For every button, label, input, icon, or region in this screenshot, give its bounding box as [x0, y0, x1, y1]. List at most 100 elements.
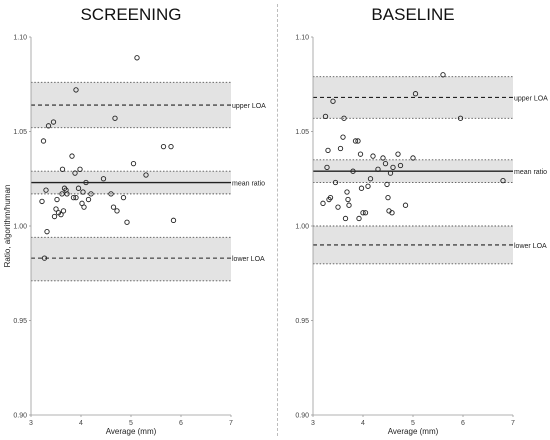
data-point: [108, 191, 114, 197]
data-point: [362, 210, 369, 216]
y-tick-label: 1.10: [295, 35, 309, 42]
data-point: [342, 215, 349, 222]
data-point: [382, 160, 389, 167]
x-tick-label: 3: [29, 420, 33, 427]
data-point: [327, 194, 334, 201]
panel-screening: SCREENING upper LOA mean ratio lower LOA 0.9…: [3, 5, 266, 436]
data-point: [134, 55, 140, 61]
data-point: [395, 151, 401, 157]
data-point: [40, 138, 47, 144]
data-point: [337, 145, 344, 152]
y-tick-label: 1.00: [13, 224, 27, 231]
data-point: [59, 191, 65, 197]
data-point: [332, 179, 339, 186]
x-tick-label: 3: [311, 420, 315, 427]
reference-line-label: mean ratio: [232, 181, 265, 188]
data-point: [340, 134, 346, 140]
data-point: [69, 153, 75, 159]
x-axis-label: Average (mm): [106, 427, 157, 436]
data-point: [124, 219, 130, 225]
data-point: [500, 177, 506, 184]
data-point: [335, 204, 341, 210]
data-point: [59, 166, 66, 172]
data-point: [325, 147, 331, 154]
y-tick-label: 1.10: [13, 35, 27, 42]
x-tick-label: 7: [229, 420, 233, 427]
data-point: [112, 115, 118, 121]
data-point: [60, 208, 67, 214]
data-point: [110, 204, 117, 210]
data-point: [397, 162, 404, 169]
x-tick-label: 6: [179, 420, 183, 427]
data-point: [387, 170, 394, 176]
y-tick-label: 0.90: [13, 413, 27, 420]
y-tick-label: 1.05: [13, 129, 27, 136]
data-point: [390, 164, 396, 171]
data-point: [88, 191, 94, 197]
data-point: [402, 202, 409, 208]
chart-title: SCREENING: [80, 5, 181, 24]
data-point: [357, 151, 364, 157]
data-point: [73, 194, 79, 201]
y-tick-label: 1.05: [295, 129, 309, 136]
data-point: [75, 185, 82, 191]
data-point: [410, 155, 416, 161]
data-point: [365, 183, 371, 189]
panel-baseline: BASELINE upper LOA mean ratio lower LOA 0.90…: [295, 5, 548, 436]
data-point: [41, 255, 48, 261]
data-point: [58, 212, 64, 218]
data-point: [389, 210, 395, 216]
x-tick-label: 5: [411, 420, 415, 427]
panel-divider: [277, 4, 278, 436]
data-point: [345, 196, 351, 203]
data-point: [360, 210, 366, 216]
data-point: [64, 191, 70, 197]
data-point: [375, 166, 381, 172]
data-point: [380, 155, 386, 161]
reference-line-label: lower LOA: [514, 243, 547, 250]
data-point: [100, 176, 107, 182]
data-point: [120, 194, 127, 201]
data-point: [358, 185, 365, 191]
reference-line-label: upper LOA: [514, 95, 548, 102]
data-point: [350, 168, 356, 174]
chart-title: BASELINE: [371, 5, 454, 24]
data-point: [384, 181, 390, 188]
data-point: [143, 172, 149, 178]
data-point: [320, 200, 326, 206]
data-point: [385, 194, 391, 201]
data-point: [114, 208, 120, 214]
data-point: [356, 215, 362, 222]
data-point: [72, 170, 78, 176]
data-point: [39, 198, 45, 205]
y-tick-label: 1.00: [295, 224, 309, 231]
x-tick-label: 4: [361, 420, 365, 427]
data-point: [73, 87, 79, 93]
data-point: [51, 213, 58, 220]
data-point: [80, 189, 86, 195]
x-tick-label: 4: [79, 420, 83, 427]
data-point: [70, 194, 77, 201]
data-point: [370, 153, 376, 159]
data-point: [85, 196, 92, 203]
data-point: [77, 166, 83, 172]
reference-line-label: upper LOA: [232, 103, 266, 110]
ci-band: [31, 237, 231, 281]
data-point: [83, 179, 89, 186]
x-tick-label: 7: [511, 420, 515, 427]
reference-line-label: lower LOA: [232, 256, 265, 263]
data-point: [440, 72, 446, 78]
data-point: [352, 138, 359, 144]
data-point: [322, 113, 329, 120]
data-point: [324, 164, 330, 171]
y-tick-label: 0.90: [295, 413, 309, 420]
y-tick-label: 0.95: [295, 318, 309, 325]
y-axis-label: Ratio, algorithm/human: [3, 185, 12, 268]
data-point: [54, 196, 60, 203]
x-tick-label: 5: [129, 420, 133, 427]
reference-line-label: mean ratio: [514, 169, 547, 176]
data-point: [130, 160, 137, 167]
data-point: [45, 123, 52, 129]
data-point: [367, 176, 374, 182]
